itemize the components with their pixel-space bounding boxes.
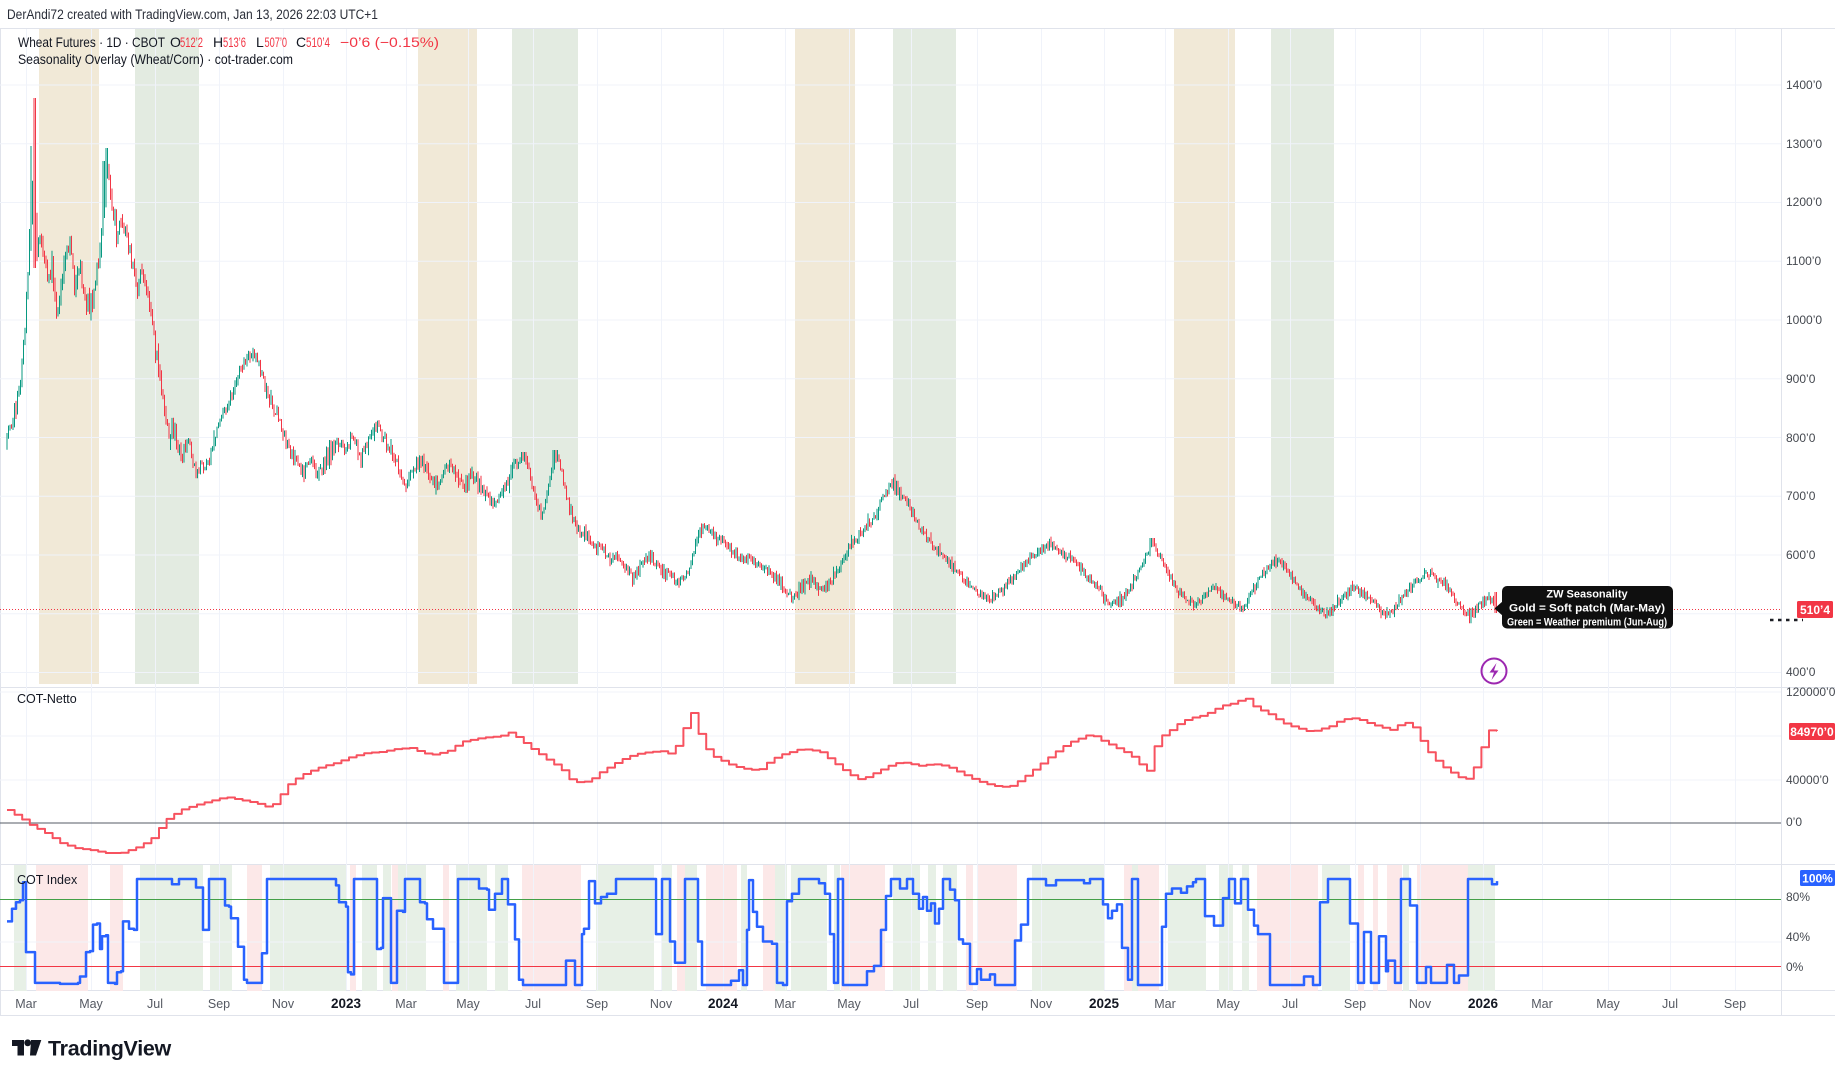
svg-text:Sep: Sep [1344, 997, 1366, 1011]
svg-text:2024: 2024 [708, 996, 739, 1011]
svg-text:80%: 80% [1786, 890, 1810, 904]
svg-text:Mar: Mar [1154, 997, 1176, 1011]
svg-text:1100’0: 1100’0 [1786, 254, 1821, 268]
svg-text:84970’0: 84970’0 [1790, 725, 1834, 739]
svg-text:1200’0: 1200’0 [1786, 195, 1822, 209]
svg-text:120000’0: 120000’0 [1786, 685, 1835, 699]
svg-text:Wheat Futures · 1D · CBOT: Wheat Futures · 1D · CBOT [18, 34, 165, 50]
svg-text:Jul: Jul [147, 997, 163, 1011]
svg-text:Sep: Sep [586, 997, 608, 1011]
svg-text:507’0: 507’0 [265, 34, 288, 50]
svg-text:COT Index: COT Index [17, 873, 78, 887]
svg-text:Jul: Jul [1662, 997, 1678, 1011]
svg-text:40000’0: 40000’0 [1786, 773, 1829, 787]
svg-text:TradingView: TradingView [48, 1037, 172, 1061]
svg-text:May: May [79, 997, 103, 1011]
svg-text:0’0: 0’0 [1786, 815, 1802, 829]
svg-text:2023: 2023 [331, 996, 362, 1011]
svg-text:510’4: 510’4 [1800, 603, 1830, 617]
svg-text:40%: 40% [1786, 930, 1810, 944]
svg-text:Nov: Nov [1030, 997, 1053, 1011]
svg-text:510’4: 510’4 [306, 34, 330, 50]
svg-text:2026: 2026 [1468, 996, 1499, 1011]
svg-text:May: May [1596, 997, 1620, 1011]
svg-text:−0’6 (−0.15%): −0’6 (−0.15%) [340, 34, 439, 50]
svg-text:1000’0: 1000’0 [1786, 313, 1822, 327]
svg-text:COT-Netto: COT-Netto [17, 692, 77, 706]
svg-text:DerAndi72 created with Trading: DerAndi72 created with TradingView.com, … [7, 7, 378, 22]
svg-text:Green = Weather premium (Jun-A: Green = Weather premium (Jun-Aug) [1507, 617, 1667, 629]
svg-text:C: C [296, 34, 306, 50]
svg-text:Jul: Jul [1282, 997, 1298, 1011]
svg-text:Mar: Mar [774, 997, 796, 1011]
svg-text:Nov: Nov [650, 997, 673, 1011]
svg-text:May: May [1216, 997, 1240, 1011]
svg-text:Mar: Mar [395, 997, 417, 1011]
svg-text:Nov: Nov [1409, 997, 1432, 1011]
svg-text:800’0: 800’0 [1786, 431, 1816, 445]
svg-text:512’2: 512’2 [180, 34, 203, 50]
svg-text:1300’0: 1300’0 [1786, 137, 1822, 151]
svg-text:Mar: Mar [15, 997, 37, 1011]
svg-text:Jul: Jul [525, 997, 541, 1011]
svg-text:513’6: 513’6 [223, 34, 246, 50]
svg-text:Sep: Sep [1724, 997, 1746, 1011]
svg-text:0%: 0% [1786, 960, 1804, 974]
svg-text:May: May [837, 997, 861, 1011]
svg-text:ZW Seasonality: ZW Seasonality [1546, 589, 1628, 601]
svg-text:100%: 100% [1802, 872, 1833, 886]
svg-text:Mar: Mar [1531, 997, 1553, 1011]
svg-text:Gold = Soft patch (Mar-May): Gold = Soft patch (Mar-May) [1509, 603, 1665, 615]
svg-text:Sep: Sep [966, 997, 988, 1011]
svg-text:700’0: 700’0 [1786, 489, 1816, 503]
svg-text:May: May [456, 997, 480, 1011]
svg-text:600’0: 600’0 [1786, 548, 1816, 562]
svg-text:Seasonality Overlay (Wheat/Cor: Seasonality Overlay (Wheat/Corn) · cot-t… [18, 51, 293, 67]
svg-text:Jul: Jul [903, 997, 919, 1011]
svg-text:O: O [170, 34, 181, 50]
svg-text:L: L [256, 34, 264, 50]
svg-text:1400’0: 1400’0 [1786, 78, 1822, 92]
svg-text:H: H [213, 34, 223, 50]
svg-text:400’0: 400’0 [1786, 665, 1816, 679]
svg-text:2025: 2025 [1089, 996, 1120, 1011]
svg-text:Sep: Sep [208, 997, 230, 1011]
svg-text:Nov: Nov [272, 997, 295, 1011]
svg-text:900’0: 900’0 [1786, 372, 1816, 386]
